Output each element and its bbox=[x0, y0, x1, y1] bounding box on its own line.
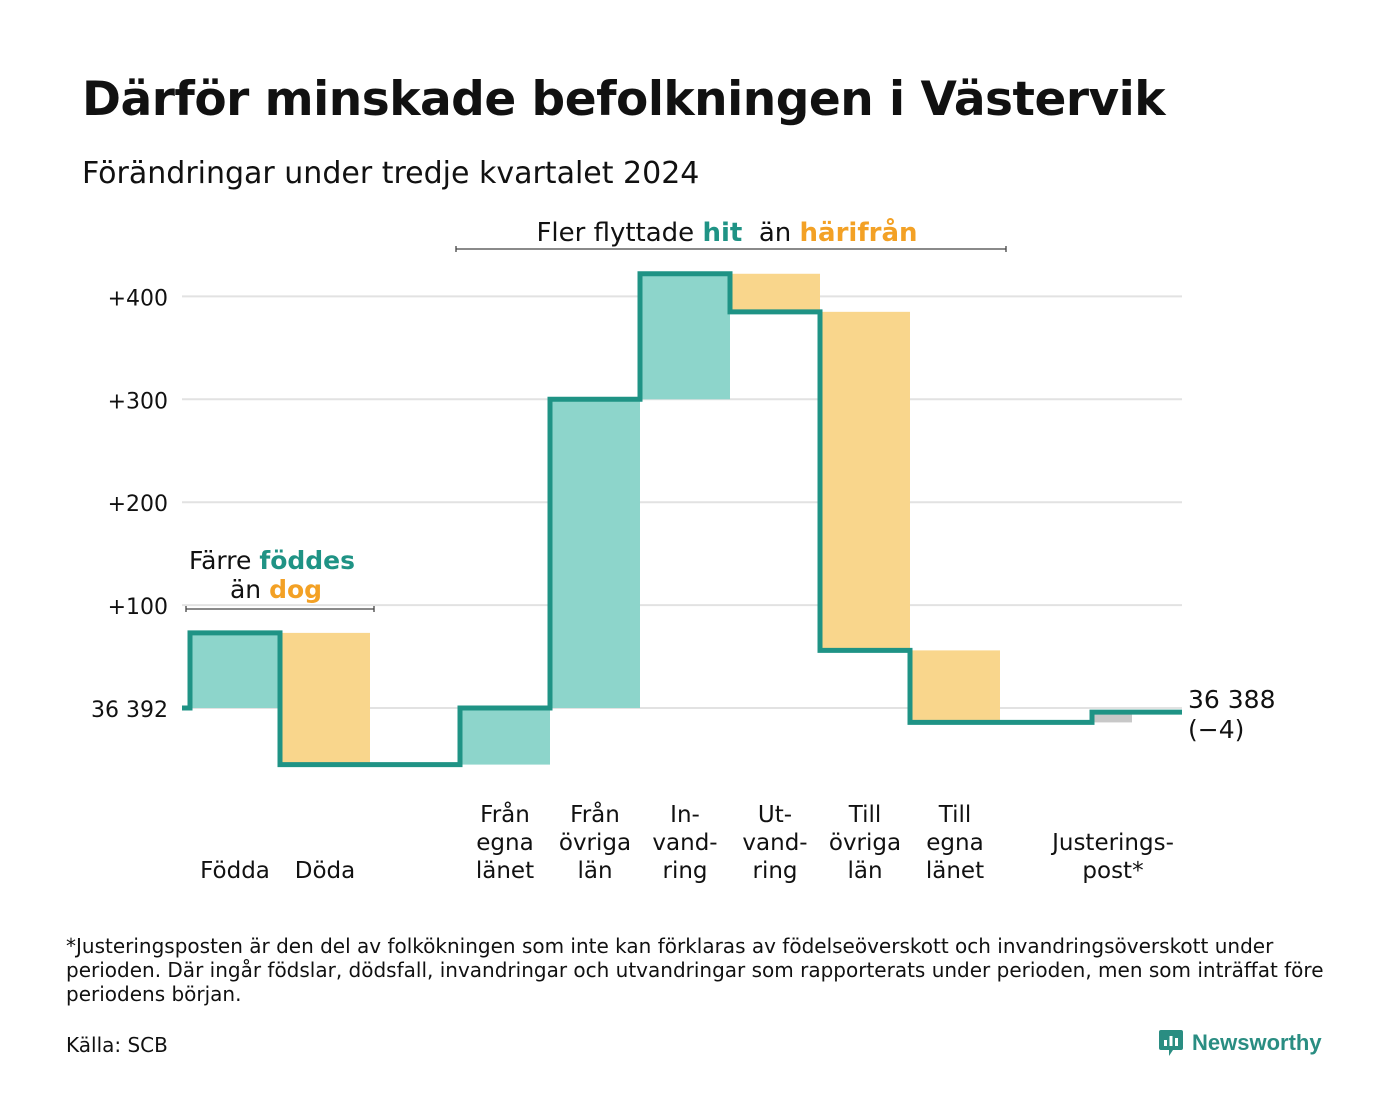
x-category-label: egna bbox=[926, 830, 983, 856]
x-category-label: län bbox=[577, 858, 612, 884]
brand-name: Newsworthy bbox=[1192, 1030, 1322, 1055]
x-category-label: ring bbox=[752, 858, 797, 884]
x-category-label: övriga bbox=[559, 830, 631, 856]
births-annotation-line2: än dog bbox=[230, 575, 322, 604]
brand-logo[interactable]: Newsworthy bbox=[1158, 1028, 1322, 1058]
chart-title: Därför minskade befolkningen i Västervik bbox=[82, 72, 1166, 127]
x-category-label: Döda bbox=[295, 858, 355, 884]
footnote: *Justeringsposten är den del av folkökni… bbox=[66, 934, 1324, 1006]
y-tick-label: +400 bbox=[108, 286, 168, 311]
end-value-label: 36 388 bbox=[1188, 685, 1275, 714]
end-change-label: (−4) bbox=[1188, 715, 1244, 744]
x-category-label: vand- bbox=[652, 830, 717, 856]
bar-3 bbox=[550, 399, 640, 708]
x-category-label: länet bbox=[926, 858, 984, 884]
x-category-label: egna bbox=[476, 830, 533, 856]
bar-0 bbox=[190, 632, 280, 708]
start-value-label: 36 392 bbox=[91, 698, 168, 723]
chart-subtitle: Förändringar under tredje kvartalet 2024 bbox=[82, 156, 700, 191]
x-category-label: Justerings- bbox=[1050, 830, 1174, 856]
newsworthy-logo-icon bbox=[1159, 1030, 1183, 1056]
x-category-label: Från bbox=[480, 800, 530, 828]
x-category-label: Från bbox=[570, 800, 620, 828]
births-annotation-line1: Färre föddes bbox=[189, 546, 355, 575]
x-category-label: In- bbox=[670, 802, 700, 828]
bar-2 bbox=[460, 708, 550, 765]
bar-7 bbox=[910, 650, 1000, 723]
x-category-label: övriga bbox=[829, 830, 901, 856]
bar-6 bbox=[820, 311, 910, 651]
births-bracket bbox=[185, 606, 375, 612]
x-category-label: Till bbox=[848, 802, 882, 828]
x-category-label: Ut- bbox=[758, 802, 792, 828]
x-category-label: länet bbox=[476, 858, 534, 884]
bar-1 bbox=[280, 632, 370, 765]
y-tick-label: +200 bbox=[108, 492, 168, 517]
source-note: Källa: SCB bbox=[66, 1033, 168, 1057]
x-category-label: Födda bbox=[200, 858, 270, 884]
y-tick-label: +300 bbox=[108, 389, 168, 414]
bar-4 bbox=[640, 273, 730, 400]
x-category-label: post* bbox=[1082, 858, 1143, 884]
x-category-label: vand- bbox=[742, 830, 807, 856]
x-category-label: ring bbox=[662, 858, 707, 884]
cumulative-step-line bbox=[182, 271, 1182, 768]
bar-8 bbox=[1092, 712, 1132, 723]
migration-bracket bbox=[455, 246, 1007, 252]
migration-annotation: Fler flyttade hit än härifrån bbox=[536, 216, 917, 248]
bar-5 bbox=[730, 273, 820, 312]
x-category-label: län bbox=[847, 858, 882, 884]
y-tick-label: +100 bbox=[108, 595, 168, 620]
x-category-label: Till bbox=[938, 802, 972, 828]
